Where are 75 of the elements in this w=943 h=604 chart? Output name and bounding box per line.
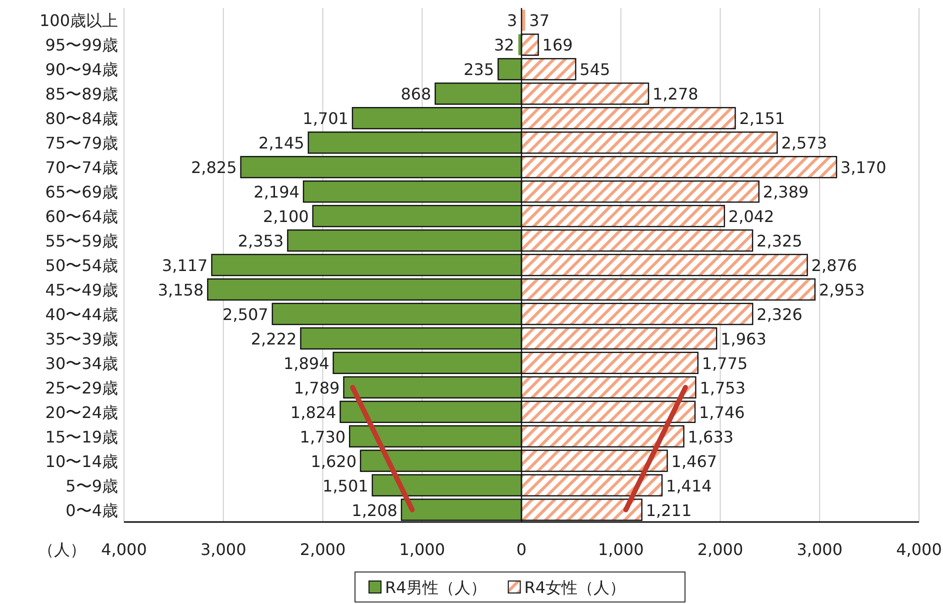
data-label: 3,158 <box>158 280 204 300</box>
data-label: 3,117 <box>162 256 208 275</box>
data-label: 32 <box>494 36 514 55</box>
data-label: 2,953 <box>818 280 865 300</box>
data-label: 1,824 <box>290 402 336 422</box>
data-label: 1,746 <box>699 402 745 422</box>
x-tick-label: 3,000 <box>796 540 843 559</box>
data-label: 1,620 <box>310 452 357 471</box>
y-tick-label: 25〜29歳 <box>45 378 118 398</box>
y-tick-label: 75〜79歳 <box>45 134 118 153</box>
y-tick-label: 0〜4歳 <box>66 500 118 520</box>
y-tick-label: 65〜69歳 <box>45 182 118 202</box>
data-label: 1,789 <box>294 378 340 398</box>
data-label: 1,211 <box>646 500 692 520</box>
legend-label: R4女性（人） <box>524 578 626 597</box>
legend-label: R4男性（人） <box>385 578 486 597</box>
y-tick-label: 90〜94歳 <box>45 60 118 80</box>
x-tick-label: 0 <box>516 540 527 559</box>
data-label: 1,894 <box>283 354 330 373</box>
data-label: 1,730 <box>300 427 346 446</box>
x-tick-label: 4,000 <box>896 540 942 559</box>
data-label: 2,194 <box>254 182 300 202</box>
y-tick-label: 95〜99歳 <box>45 36 118 55</box>
y-tick-label: 45〜49歳 <box>45 280 118 300</box>
y-tick-label: 15〜19歳 <box>45 427 118 446</box>
data-label: 169 <box>542 36 573 55</box>
data-label: 37 <box>529 11 550 30</box>
x-axis-title: （人） <box>38 540 86 559</box>
data-label: 1,414 <box>666 476 712 496</box>
x-tick-label: 3,000 <box>200 540 246 559</box>
y-tick-label: 60〜64歳 <box>45 207 118 226</box>
data-label: 2,573 <box>781 134 828 153</box>
data-label: 1,501 <box>322 476 368 496</box>
y-tick-label: 100歳以上 <box>39 11 118 30</box>
y-tick-label: 80〜84歳 <box>45 109 118 128</box>
data-label: 2,353 <box>238 232 284 251</box>
data-label: 1,633 <box>688 427 734 446</box>
data-label: 1,701 <box>302 109 348 128</box>
data-label: 545 <box>580 60 610 80</box>
data-label: 2,825 <box>190 158 237 178</box>
data-label: 2,042 <box>728 207 774 226</box>
y-tick-label: 70〜74歳 <box>45 158 118 178</box>
data-label: 2,326 <box>756 304 802 324</box>
x-tick-label: 2,000 <box>300 540 346 559</box>
data-label: 2,876 <box>811 256 858 275</box>
data-label: 3 <box>507 11 518 30</box>
data-label: 2,100 <box>263 207 309 226</box>
y-tick-label: 10〜14歳 <box>45 452 118 471</box>
data-label: 2,507 <box>222 304 268 324</box>
data-label: 235 <box>464 60 494 80</box>
data-label: 1,278 <box>652 84 698 104</box>
data-label: 3,170 <box>840 158 886 178</box>
x-tick-label: 2,000 <box>697 540 744 559</box>
y-tick-label: 40〜44歳 <box>45 304 118 324</box>
x-tick-label: 1,000 <box>399 540 446 559</box>
y-tick-label: 50〜54歳 <box>45 256 118 275</box>
y-tick-label: 55〜59歳 <box>45 232 118 251</box>
x-tick-label: 1,000 <box>598 540 644 559</box>
data-label: 2,325 <box>756 232 802 251</box>
data-label: 868 <box>400 84 432 104</box>
data-label: 1,753 <box>700 378 746 398</box>
data-label: 1,467 <box>671 452 718 471</box>
y-tick-label: 30〜34歳 <box>45 354 118 373</box>
data-label: 2,151 <box>739 109 786 128</box>
data-label: 2,145 <box>258 134 304 153</box>
y-tick-label: 5〜9歳 <box>66 476 118 496</box>
y-tick-label: 85〜89歳 <box>45 84 118 104</box>
y-tick-label: 20〜24歳 <box>45 402 118 422</box>
data-label: 2,389 <box>762 182 809 202</box>
y-tick-label: 35〜39歳 <box>45 329 118 348</box>
x-tick-label: 4,000 <box>101 540 147 559</box>
data-label: 1,775 <box>702 354 748 373</box>
data-label: 1,208 <box>352 500 398 520</box>
data-label: 2,222 <box>250 329 297 348</box>
data-label: 1,963 <box>720 329 766 348</box>
